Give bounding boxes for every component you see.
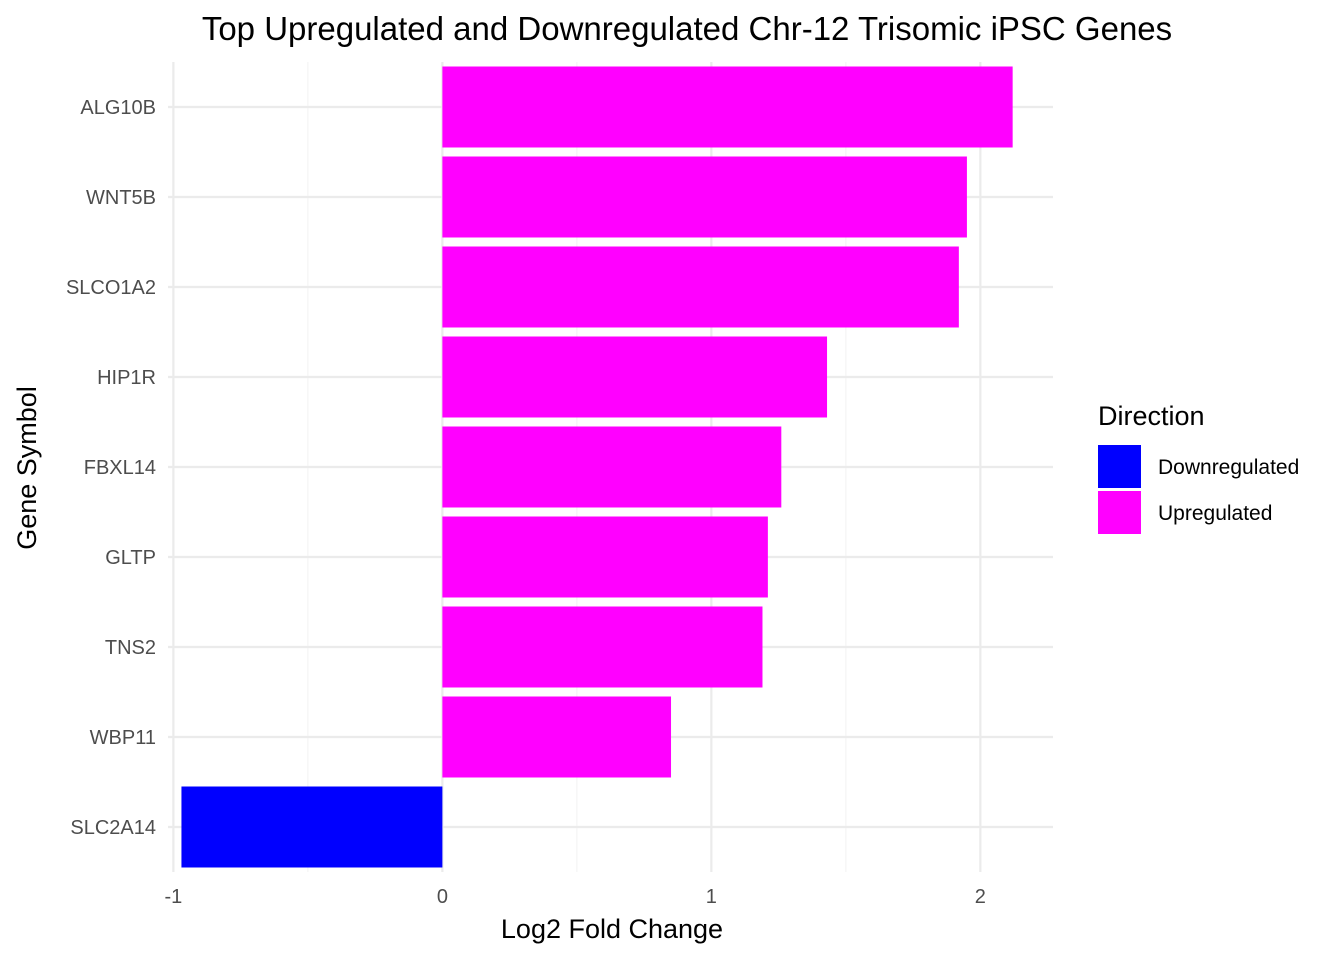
y-tick-label: WNT5B	[86, 187, 156, 209]
y-tick-label: SLCO1A2	[66, 277, 156, 299]
y-tick-label: WBP11	[90, 727, 156, 749]
y-tick-label: HIP1R	[97, 367, 156, 389]
x-tick-label: 1	[706, 886, 717, 908]
bar-slco1a2	[442, 246, 959, 328]
x-tick-label: -1	[164, 886, 182, 908]
x-tick-label: 0	[437, 886, 448, 908]
legend-items: Downregulated Upregulated	[1098, 445, 1299, 534]
y-tick-label: TNS2	[105, 637, 156, 659]
y-tick-label: SLC2A14	[70, 817, 156, 839]
bars	[181, 66, 1013, 868]
bar-tns2	[442, 606, 763, 688]
legend-swatch-upregulated	[1098, 491, 1141, 534]
legend-label: Downregulated	[1158, 456, 1299, 479]
chart-title: Top Upregulated and Downregulated Chr-12…	[202, 10, 1172, 47]
bar-wnt5b	[442, 156, 967, 238]
y-tick-label: GLTP	[105, 547, 156, 569]
y-tick-label: FBXL14	[84, 457, 156, 479]
bar-wbp11	[442, 696, 672, 778]
legend-swatch-downregulated	[1098, 445, 1141, 488]
y-tick-label: ALG10B	[80, 97, 156, 119]
x-axis-ticks: -1 0 1 2	[164, 886, 985, 908]
y-axis-ticks: ALG10B WNT5B SLCO1A2 HIP1R FBXL14 GLTP TNS2 WBP…	[66, 97, 156, 839]
bar-alg10b	[442, 66, 1013, 148]
bar-gltp	[442, 516, 768, 598]
legend: Direction Downregulated Upregulated	[1098, 401, 1299, 534]
legend-title: Direction	[1098, 401, 1205, 431]
bar-slc2a14	[181, 786, 443, 868]
bar-hip1r	[442, 336, 828, 418]
legend-label: Upregulated	[1158, 502, 1272, 525]
x-axis-title: Log2 Fold Change	[501, 914, 723, 944]
y-axis-title: Gene Symbol	[12, 386, 42, 550]
x-tick-label: 2	[975, 886, 986, 908]
bar-fbxl14	[442, 426, 782, 508]
